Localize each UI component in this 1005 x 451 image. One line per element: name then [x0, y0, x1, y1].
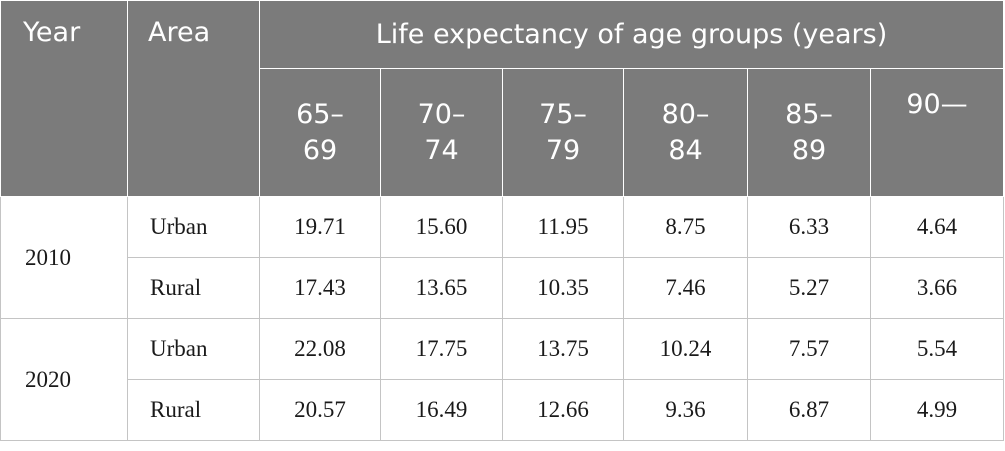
value-cell: 4.64: [870, 196, 1004, 258]
value-cell: 22.08: [259, 318, 381, 380]
table-body: 2010 Urban 19.71 15.60 11.95 8.75 6.33 4…: [0, 196, 1004, 441]
value-cell: 10.35: [502, 257, 624, 319]
age-bottom: 79: [545, 134, 581, 166]
value-cell: 7.57: [747, 318, 871, 380]
header-age-group: 90—: [870, 68, 1004, 197]
age-top: 75–: [539, 98, 587, 130]
value-cell: 20.57: [259, 379, 381, 441]
year-cell: 2010: [0, 196, 128, 319]
age-top: 90—: [906, 89, 968, 120]
area-cell: Urban: [127, 318, 260, 380]
area-cell: Rural: [127, 379, 260, 441]
age-bottom: 74: [424, 134, 459, 166]
value-cell: 5.54: [870, 318, 1004, 380]
age-top: 70–: [417, 98, 466, 130]
life-expectancy-table: Year Area Life expectancy of age groups …: [0, 0, 1004, 441]
value-cell: 6.33: [747, 196, 871, 258]
age-bottom: 84: [668, 134, 703, 166]
value-cell: 5.27: [747, 257, 871, 319]
value-cell: 16.49: [380, 379, 503, 441]
value-cell: 8.75: [623, 196, 748, 258]
value-cell: 4.99: [870, 379, 1004, 441]
header-area: Area: [127, 0, 260, 197]
value-cell: 9.36: [623, 379, 748, 441]
value-cell: 17.43: [259, 257, 381, 319]
value-cell: 10.24: [623, 318, 748, 380]
age-bottom: 89: [791, 134, 827, 166]
header-year: Year: [0, 0, 128, 197]
age-top: 85–: [785, 98, 833, 130]
value-cell: 7.46: [623, 257, 748, 319]
value-cell: 3.66: [870, 257, 1004, 319]
header-age-group: 80– 84: [623, 68, 748, 197]
age-top: 65–: [296, 98, 344, 130]
value-cell: 15.60: [380, 196, 503, 258]
value-cell: 19.71: [259, 196, 381, 258]
value-cell: 13.65: [380, 257, 503, 319]
header-age-group: 65– 69: [259, 68, 381, 197]
year-cell: 2020: [0, 318, 128, 441]
value-cell: 12.66: [502, 379, 624, 441]
table-row: 2010 Urban 19.71 15.60 11.95 8.75 6.33 4…: [0, 196, 1004, 319]
value-cell: 17.75: [380, 318, 503, 380]
value-cell: 13.75: [502, 318, 624, 380]
value-cell: 11.95: [502, 196, 624, 258]
area-cell: Rural: [127, 257, 260, 319]
table-header: Year Area Life expectancy of age groups …: [0, 0, 1004, 197]
table-row: Rural 20.57 16.49 12.66 9.36 6.87 4.99: [1, 379, 1004, 441]
value-cell: 6.87: [747, 379, 871, 441]
header-age-group: 70– 74: [380, 68, 503, 197]
table-row: 2020 Urban 22.08 17.75 13.75 10.24 7.57 …: [0, 318, 1004, 441]
header-age-group: 75– 79: [502, 68, 624, 197]
header-life-expectancy: Life expectancy of age groups (years): [259, 0, 1004, 69]
header-age-group: 85– 89: [747, 68, 871, 197]
age-bottom: 69: [302, 134, 338, 166]
area-cell: Urban: [127, 196, 260, 258]
age-top: 80–: [661, 98, 710, 130]
table-row: Rural 17.43 13.65 10.35 7.46 5.27 3.66: [1, 257, 1004, 319]
